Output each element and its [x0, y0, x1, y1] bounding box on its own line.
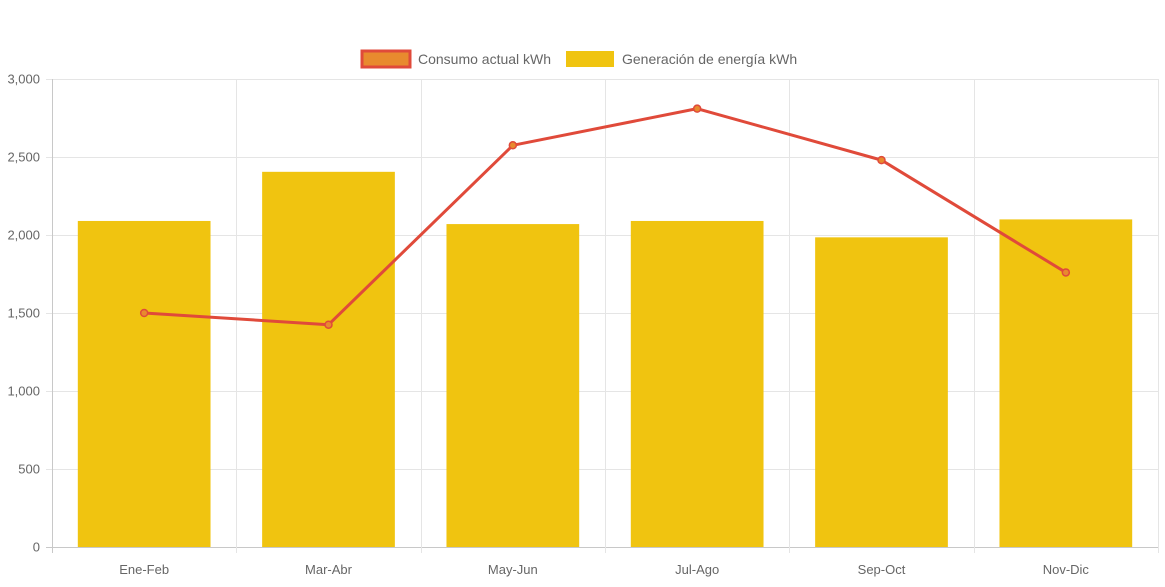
grid-lines: [46, 79, 1159, 553]
y-tick-label: 2,500: [7, 150, 40, 165]
bar[interactable]: [77, 220, 211, 547]
x-tick-label: Mar-Abr: [305, 562, 353, 577]
y-tick-label: 1,500: [7, 306, 40, 321]
series-line: [144, 107, 1067, 327]
axes: 0 500 1,000 1,500 2,000 2,500 3,000 Ene-Feb Mar-…: [7, 72, 1089, 578]
line-point[interactable]: [139, 308, 149, 318]
legend-swatch-generacion: [566, 51, 614, 67]
line-series: [139, 104, 1071, 329]
y-tick-label: 2,000: [7, 228, 40, 243]
bar[interactable]: [446, 224, 580, 547]
x-tick-label: May-Jun: [488, 562, 538, 577]
y-tick-label: 0: [33, 540, 40, 555]
line-point[interactable]: [692, 104, 702, 113]
line-point[interactable]: [324, 320, 333, 329]
legend-label-generacion: Generación de energía kWh: [622, 51, 797, 67]
x-tick-label: Ene-Feb: [119, 562, 169, 577]
legend-swatch-consumo: [360, 49, 412, 69]
legend-item-generacion[interactable]: Generación de energía kWh: [566, 51, 797, 67]
line-point[interactable]: [1061, 268, 1071, 277]
legend: Consumo actual kWh Generación de energía…: [360, 49, 797, 69]
x-tick-label: Nov-Dic: [1043, 562, 1090, 577]
y-tick-label: 500: [18, 462, 40, 477]
bar[interactable]: [262, 171, 395, 547]
y-tick-label: 3,000: [7, 72, 40, 87]
x-tick-label: Jul-Ago: [675, 562, 719, 577]
legend-label-consumo: Consumo actual kWh: [418, 51, 551, 67]
x-tick-label: Sep-Oct: [858, 562, 906, 577]
legend-item-consumo[interactable]: Consumo actual kWh: [360, 49, 551, 69]
line-point[interactable]: [877, 155, 886, 165]
bar[interactable]: [630, 220, 764, 547]
y-tick-label: 1,000: [7, 384, 40, 399]
bar[interactable]: [815, 237, 948, 547]
line-point[interactable]: [508, 141, 518, 150]
